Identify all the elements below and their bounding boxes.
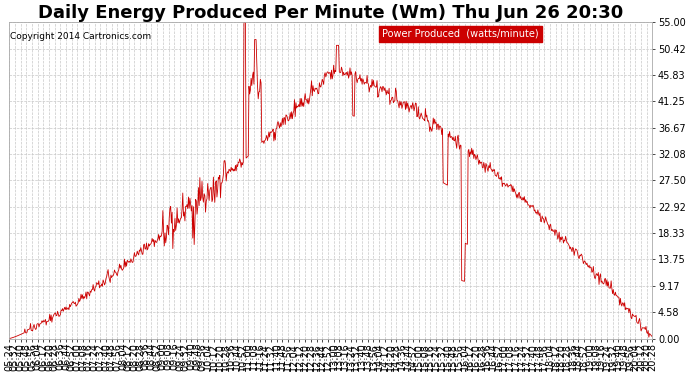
Text: Power Produced  (watts/minute): Power Produced (watts/minute): [382, 28, 539, 39]
Text: Copyright 2014 Cartronics.com: Copyright 2014 Cartronics.com: [10, 32, 152, 41]
Title: Daily Energy Produced Per Minute (Wm) Thu Jun 26 20:30: Daily Energy Produced Per Minute (Wm) Th…: [38, 4, 623, 22]
